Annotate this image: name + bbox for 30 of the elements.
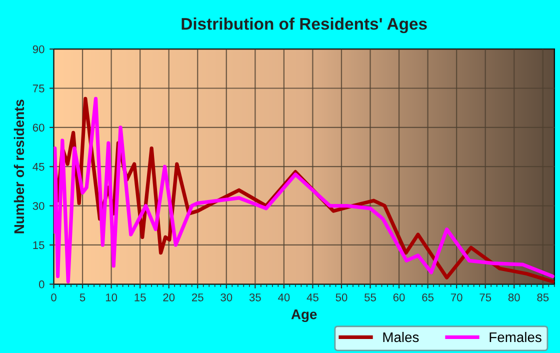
x-tick-label: 35 [249,293,261,302]
x-tick-label: 70 [450,293,462,302]
x-tick-label: 15 [134,294,146,302]
x-tick-label: 40 [278,293,290,302]
x-tick-label: 5 [80,294,86,302]
x-tick-label: 60 [393,293,405,302]
y-axis-title: Number of residents [14,100,24,234]
legend-label: Males [383,332,419,342]
y-tick-label: 75 [32,84,44,92]
y-tick-label: 60 [32,124,44,132]
x-axis-title: Age [291,310,317,322]
chart-title: Distribution of Residents' Ages [182,18,427,34]
x-tick-label: 55 [364,294,376,302]
x-tick-label: 10 [106,293,118,302]
x-tick-label: 45 [306,294,318,302]
x-tick-label: 0 [51,293,56,302]
x-tick-label: 30 [220,293,232,302]
y-tick-label: 90 [32,45,44,54]
y-tick-label: 45 [32,163,44,171]
y-tick-label: 30 [32,202,44,210]
x-tick-label: 75 [480,294,492,302]
x-tick-label: 65 [422,293,434,302]
x-tick-label: 85 [537,293,549,302]
y-tick-label: 15 [33,241,44,250]
x-tick-label: 20 [163,293,175,302]
x-tick-label: 80 [508,293,520,302]
x-tick-label: 25 [192,293,204,302]
x-tick-label: 50 [336,293,348,302]
legend-label: Females [490,332,542,342]
y-tick-label: 0 [38,280,44,288]
